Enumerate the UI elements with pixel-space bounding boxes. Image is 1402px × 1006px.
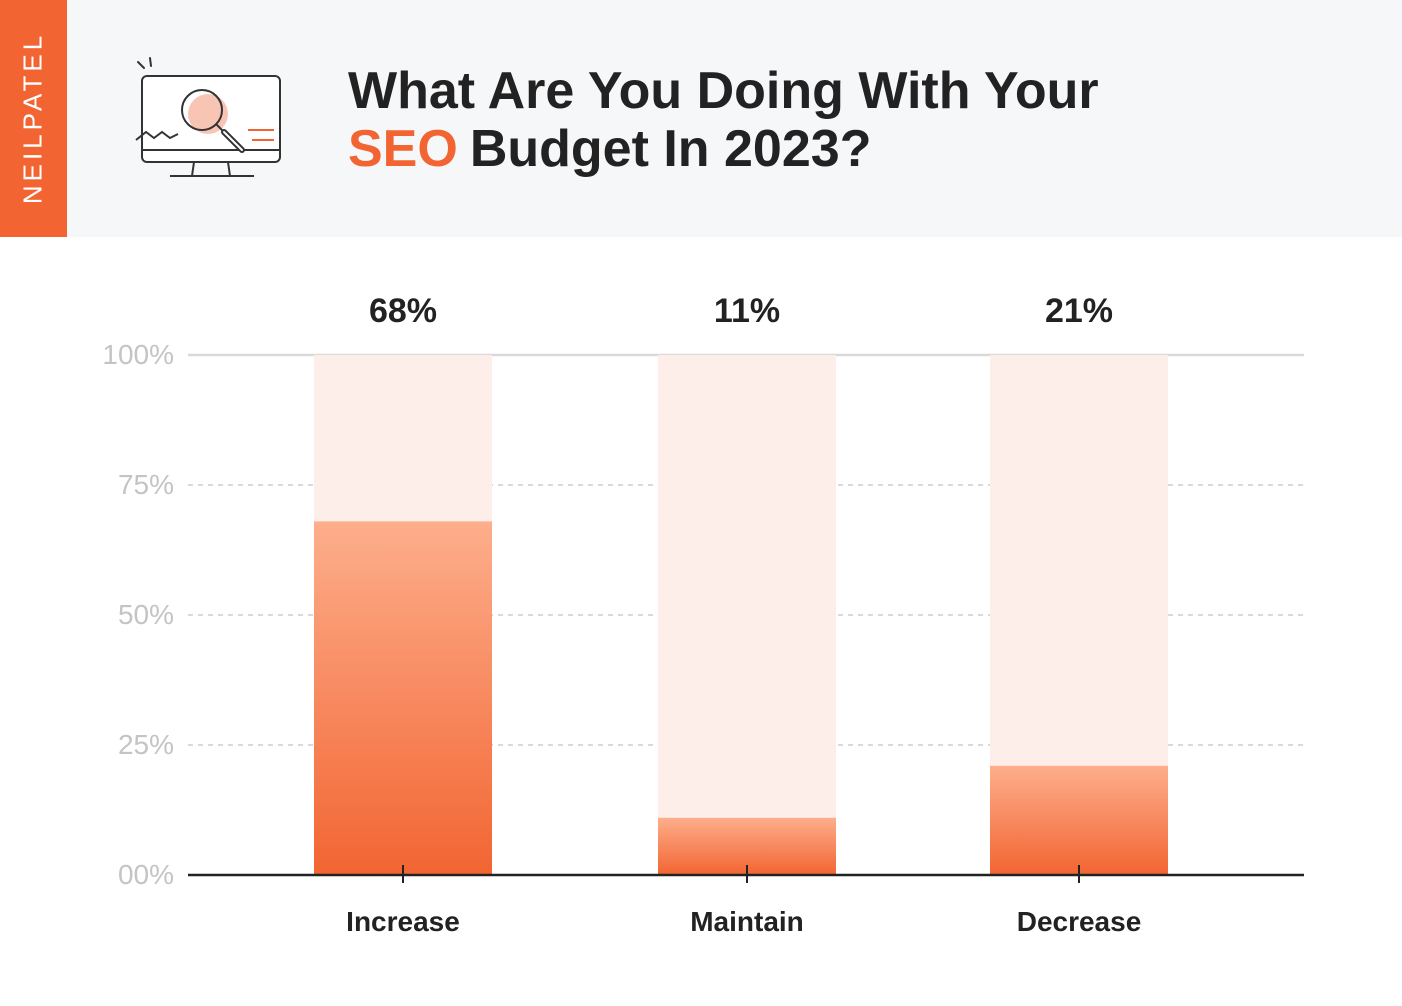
x-tick-label: Decrease xyxy=(1017,906,1142,937)
y-tick-label: 25% xyxy=(118,729,174,760)
bar-value-label: 11% xyxy=(714,292,780,330)
title-highlight: SEO xyxy=(348,120,458,178)
y-tick-label: 00% xyxy=(118,859,174,890)
title-rest: Budget In 2023? xyxy=(469,120,872,178)
bar-value-label: 21% xyxy=(1045,292,1113,330)
y-tick-label: 75% xyxy=(118,469,174,500)
brand-strip: NEILPATEL xyxy=(0,0,67,237)
bar-background xyxy=(658,355,836,875)
y-tick-label: 100% xyxy=(102,339,174,370)
title-line-1: What Are You Doing With Your xyxy=(348,62,1099,120)
bar xyxy=(314,521,492,875)
x-tick-label: Increase xyxy=(346,906,460,937)
bar xyxy=(990,765,1168,875)
y-tick-label: 50% xyxy=(118,599,174,630)
bar-value-label: 68% xyxy=(369,292,437,330)
monitor-magnifier-icon xyxy=(135,57,281,177)
page-title: What Are You Doing With Your SEO Budget I… xyxy=(348,62,1099,178)
x-tick-label: Maintain xyxy=(690,906,804,937)
